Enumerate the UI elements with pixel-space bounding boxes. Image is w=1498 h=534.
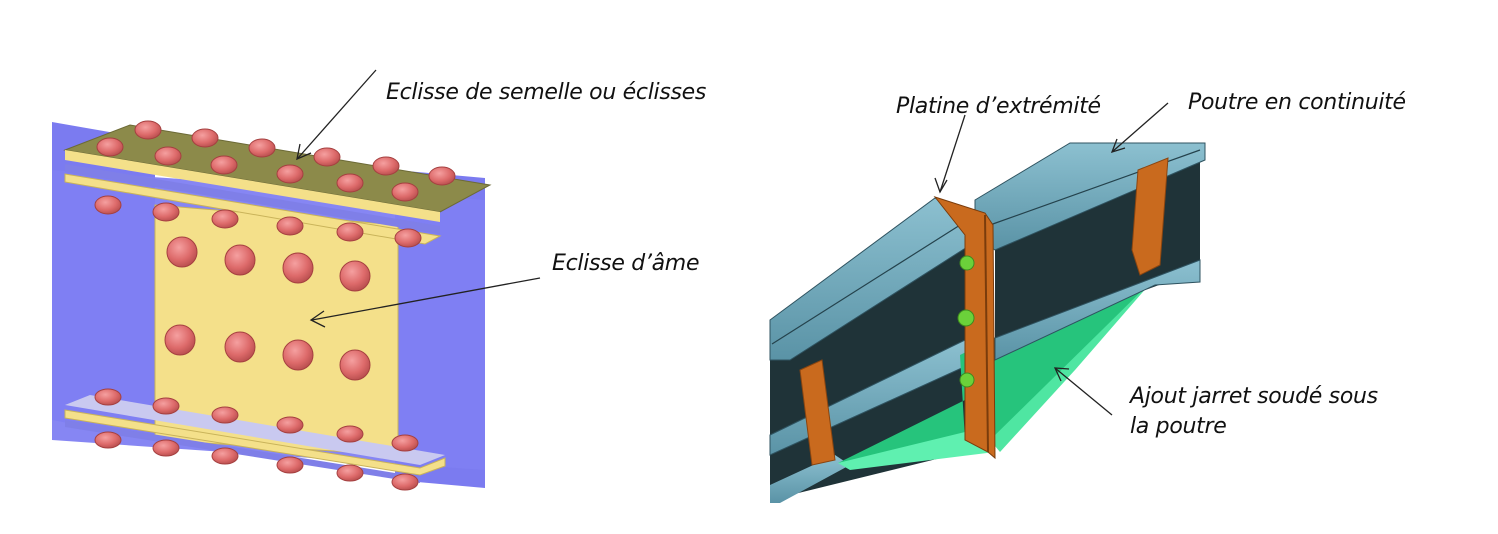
bolt bbox=[96, 137, 124, 157]
bolt bbox=[391, 473, 419, 491]
right-beam-bottom-flange bbox=[994, 259, 1201, 361]
leader-flange-plates bbox=[297, 69, 377, 159]
leader-haunch-arrowhead bbox=[1053, 367, 1070, 382]
haunch-light bbox=[990, 278, 1155, 452]
left-beam-bottom-flange bbox=[770, 455, 850, 503]
haunch-green bbox=[838, 278, 1155, 463]
left-stiffener bbox=[799, 359, 836, 466]
bolt bbox=[391, 434, 419, 452]
bolt bbox=[282, 252, 314, 284]
bolt bbox=[191, 128, 219, 148]
bolt bbox=[224, 244, 256, 276]
bolt bbox=[282, 339, 314, 371]
bolt bbox=[276, 416, 304, 434]
leader-flange-plates-arrowhead bbox=[296, 143, 312, 161]
bolt bbox=[428, 166, 456, 186]
leader-continuous-beam bbox=[1111, 102, 1169, 153]
leader-web-plate-arrowhead bbox=[309, 310, 326, 328]
leader-end-plate bbox=[939, 114, 966, 193]
bolt bbox=[391, 182, 419, 202]
top-flange-band bbox=[65, 164, 440, 234]
label-continuous-beam: Poutre en continuité bbox=[1188, 90, 1406, 115]
bolt bbox=[134, 120, 162, 140]
end-plate-drawing bbox=[769, 102, 1206, 503]
end-plate-edge bbox=[984, 214, 989, 453]
label-welded-haunch-line2: la poutre bbox=[1130, 414, 1227, 439]
leader-end-plate-arrowhead bbox=[934, 177, 948, 194]
bolt bbox=[336, 425, 364, 443]
bolt bbox=[211, 406, 239, 424]
label-welded-haunch: Ajout jarret soudé sous la poutre bbox=[1130, 382, 1400, 442]
top-flange-plate-edge bbox=[65, 150, 440, 222]
bolt bbox=[166, 236, 198, 268]
label-end-plate: Platine d’extrémité bbox=[896, 94, 1101, 119]
bolt bbox=[152, 439, 180, 457]
bolt bbox=[339, 260, 371, 292]
leader-haunch bbox=[1054, 367, 1113, 416]
top-flange-plate-upper bbox=[63, 124, 492, 213]
bolt bbox=[154, 146, 182, 166]
bolt bbox=[211, 209, 239, 229]
bolt bbox=[339, 349, 371, 381]
top-flange-bolts bbox=[94, 120, 456, 248]
bolt bbox=[94, 195, 122, 215]
bolted-splice-drawing bbox=[52, 69, 541, 491]
bolt bbox=[152, 202, 180, 222]
bolt bbox=[336, 464, 364, 482]
bolt bbox=[276, 216, 304, 236]
label-web-splice-plate: Eclisse d’âme bbox=[552, 251, 700, 276]
bolt bbox=[276, 164, 304, 184]
bolt bbox=[224, 331, 256, 363]
bolt bbox=[248, 138, 276, 158]
bottom-flange-bolts bbox=[94, 388, 419, 491]
end-plate-bolts bbox=[957, 255, 975, 388]
bolt bbox=[94, 388, 122, 406]
bolt bbox=[210, 155, 238, 175]
bolt bbox=[94, 431, 122, 449]
bottom-flange-plate bbox=[64, 409, 446, 476]
web-bolts bbox=[164, 236, 371, 381]
bottom-flange-band bbox=[65, 420, 420, 483]
bolt bbox=[164, 324, 196, 356]
bolt bbox=[394, 228, 422, 248]
bolt bbox=[336, 173, 364, 193]
bolt bbox=[372, 156, 400, 176]
label-flange-splice-plates: Eclisse de semelle ou éclisses bbox=[386, 80, 707, 105]
leader-web-plate bbox=[311, 277, 541, 321]
bolt bbox=[211, 447, 239, 465]
right-stiffener bbox=[1131, 157, 1169, 276]
bolt bbox=[276, 456, 304, 474]
haunch-bottom bbox=[838, 432, 995, 470]
bolt bbox=[152, 397, 180, 415]
leader-continuous-beam-arrowhead bbox=[1110, 138, 1126, 154]
left-beam-flange-line bbox=[771, 219, 969, 345]
bolt bbox=[336, 222, 364, 242]
bolt bbox=[313, 147, 341, 167]
label-welded-haunch-line1: Ajout jarret soudé sous bbox=[1130, 384, 1378, 409]
